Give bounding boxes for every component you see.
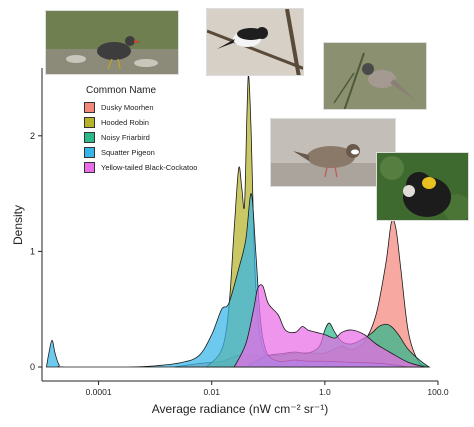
tick-layer: 0.0001 0.01 1.0 100.0 0 1 2 [30,131,449,397]
legend-swatch [84,147,95,158]
x-tick-label: 1.0 [319,387,331,397]
y-tick-label: 2 [30,131,35,141]
legend-label: Hooded Robin [101,118,149,127]
noisy-friarbird-photo [323,42,427,110]
dusky-moorhen-photo [45,10,179,75]
x-axis-label: Average radiance (nW cm⁻² sr⁻¹) [152,402,329,416]
y-tick-label: 1 [30,246,35,256]
legend-entry: Dusky Moorhen [84,100,197,115]
x-tick-label: 100.0 [427,387,449,397]
legend-swatch [84,132,95,143]
legend-title: Common Name [86,85,157,96]
legend-swatch [84,162,95,173]
squatter-pigeon-photo [270,118,396,187]
legend-label: Squatter Pigeon [101,148,155,157]
legend-entry: Hooded Robin [84,115,197,130]
x-tick-label: 0.0001 [86,387,112,397]
legend-swatch [84,102,95,113]
legend-swatch [84,117,95,128]
axes-layer [41,68,438,382]
legend-label: Noisy Friarbird [101,133,150,142]
legend: Common Name Dusky Moorhen Hooded Robin Noi… [84,85,197,175]
legend-label: Dusky Moorhen [101,103,154,112]
hooded-robin-photo [206,8,304,76]
legend-label: Yellow-tailed Black-Cockatoo [101,163,198,172]
legend-entry: Squatter Pigeon [84,145,197,160]
density-yellow-tailed-black-cockatoo [233,284,426,368]
y-axis-label: Density [11,205,25,245]
x-tick-label: 0.01 [203,387,220,397]
legend-entry: Yellow-tailed Black-Cockatoo [84,160,197,175]
y-tick-label: 0 [30,362,35,372]
legend-entries: Dusky Moorhen Hooded Robin Noisy Friarbird… [84,100,197,175]
legend-entry: Noisy Friarbird [84,130,197,145]
cockatoo-photo [376,152,469,221]
series-layer [46,74,431,368]
